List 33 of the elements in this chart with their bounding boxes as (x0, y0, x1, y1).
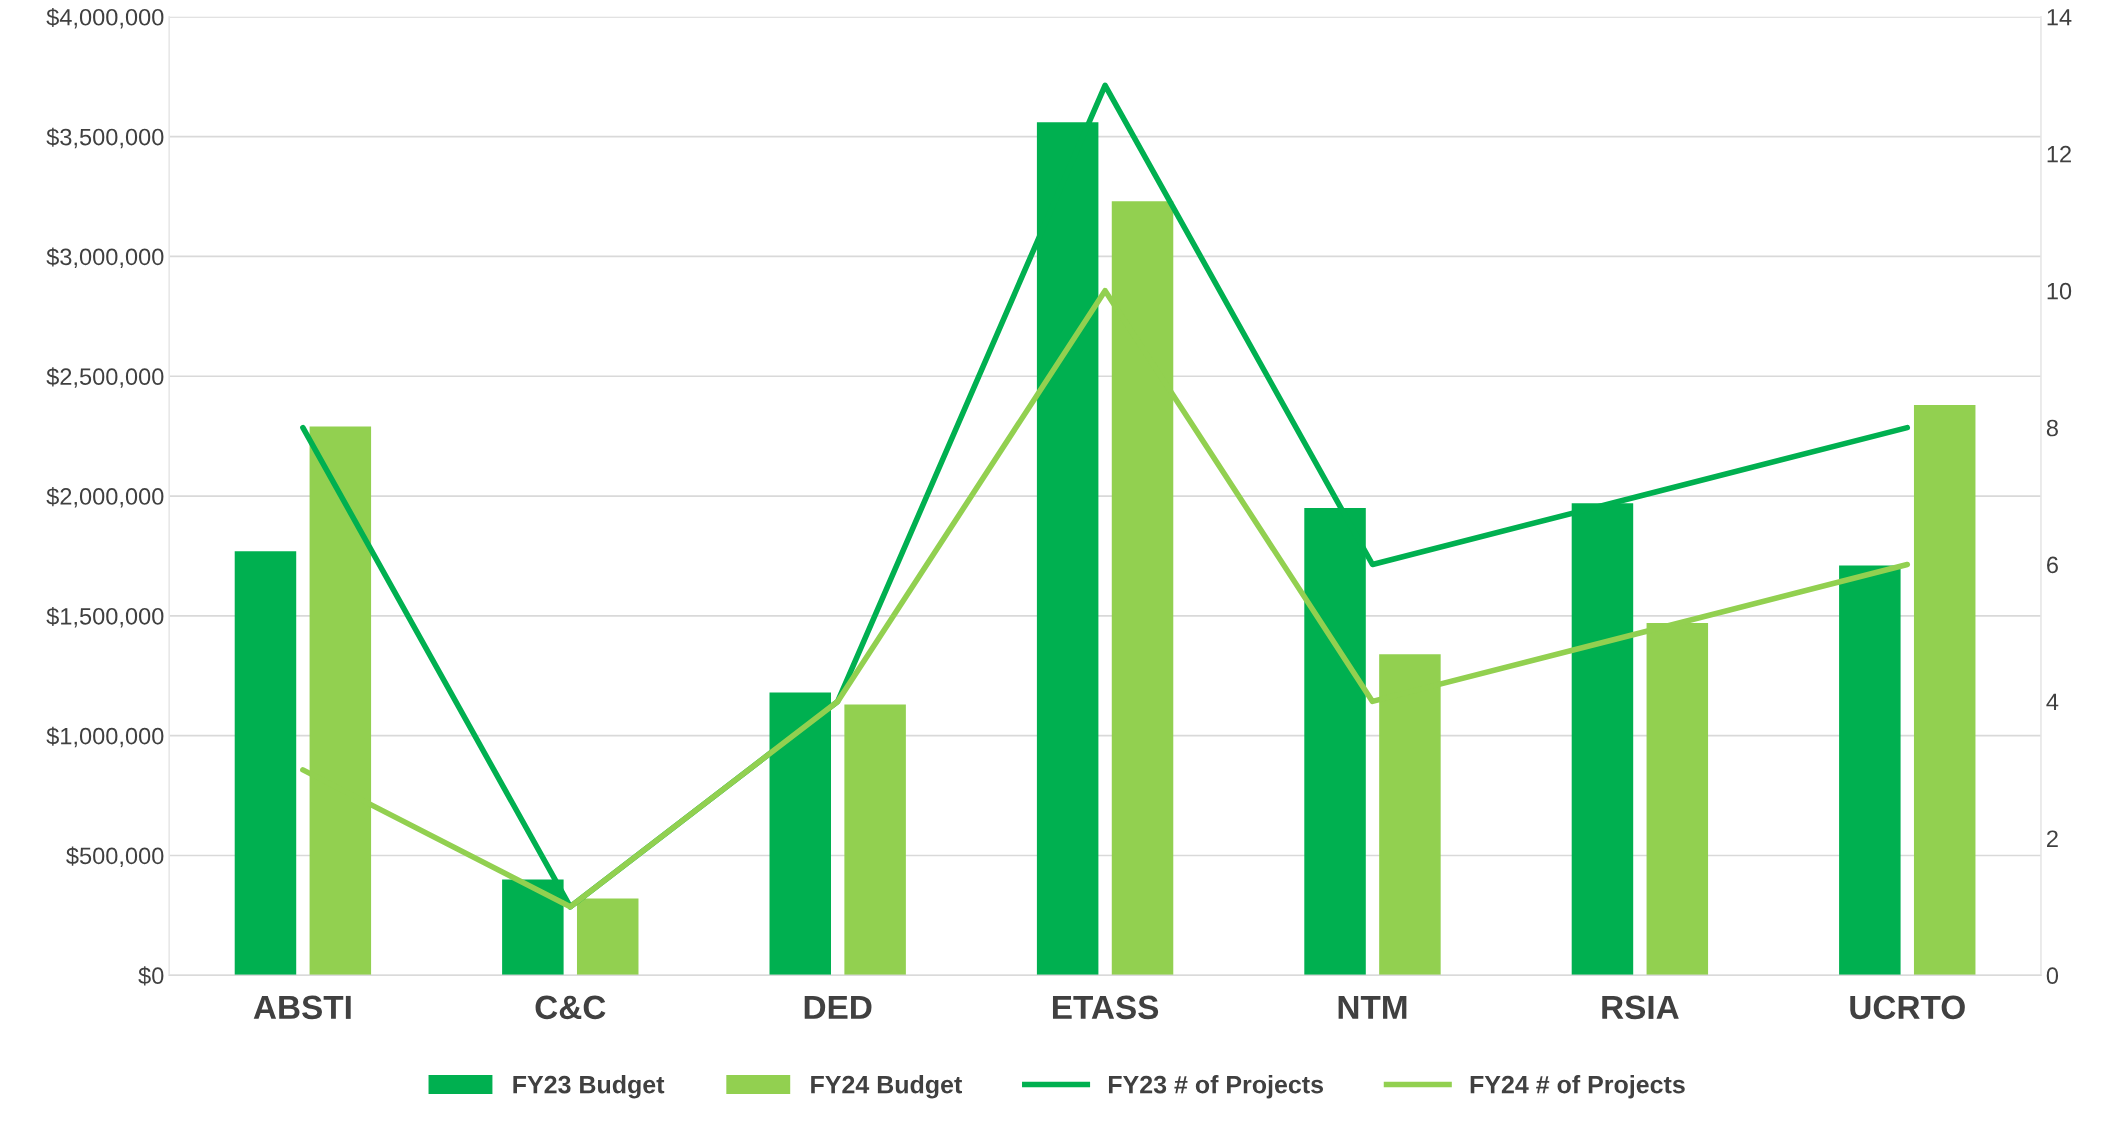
y2-tick-label: 14 (2047, 9, 2072, 26)
y-tick-label: $1,500,000 (46, 606, 164, 628)
y-tick-label: $2,500,000 (46, 367, 164, 388)
y2-tick-label: 0 (2046, 967, 2059, 985)
y2-tick-label: 4 (2046, 693, 2059, 710)
bar (234, 551, 297, 976)
legend-label: FY23 Budget (513, 1075, 665, 1099)
y-tick-label: $3,000,000 (46, 247, 164, 269)
x-tick-label: NTM (1338, 995, 1407, 1019)
y-tick-label: $1,000,000 (46, 726, 164, 748)
y-tick-label: $0 (138, 966, 164, 986)
x-tick-label: RSIA (1602, 995, 1679, 1020)
x-tick-label: UCRTO (1850, 995, 1965, 1020)
x-tick-label: ETASS (1052, 995, 1159, 1020)
y2-tick-label: 8 (2046, 419, 2058, 437)
bar (1839, 565, 1901, 976)
bar (769, 692, 832, 976)
y-tick-label: $2,000,000 (46, 487, 164, 508)
legend-label: FY24 Budget (811, 1075, 963, 1099)
y2-tick-label: 12 (2047, 145, 2071, 163)
bar (1913, 404, 1976, 976)
y-tick-label: $4,000,000 (46, 7, 164, 29)
legend-label: FY24 # of Projects (1470, 1075, 1685, 1099)
y-tick-label: $3,500,000 (46, 127, 164, 149)
x-tick-label: DED (804, 995, 872, 1019)
x-tick-label: ABSTI (253, 995, 351, 1020)
y2-tick-label: 10 (2047, 282, 2072, 300)
y-tick-label: $500,000 (66, 846, 164, 868)
y2-tick-label: 6 (2047, 556, 2058, 574)
legend-label: FY23 # of Projects (1108, 1075, 1324, 1099)
y2-tick-label: 2 (2047, 830, 2058, 847)
bar (844, 704, 906, 976)
x-tick-label: C&C (535, 995, 606, 1020)
